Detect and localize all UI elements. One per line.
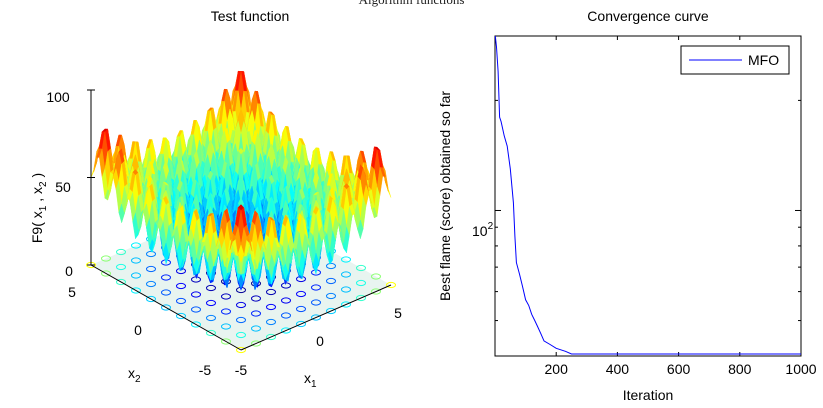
contour-ring [386,281,396,289]
contour-ring [251,340,261,347]
contour-ring [266,288,276,296]
x-tick-label: 600 [667,361,691,377]
contour-ring [236,331,246,339]
contour-ring [326,277,336,285]
contour-ring [341,301,351,308]
figure-title: Algorithm functions [0,0,823,8]
contour-ring [191,291,201,298]
legend-label-mfo: MFO [748,52,779,68]
contour-ring [311,314,321,321]
contour-ring [341,271,351,278]
contour-ring [161,274,171,281]
contour-ring [116,248,126,256]
contour-ring [131,257,141,264]
contour-ring [371,273,381,280]
contour-ring [236,346,246,354]
contour-ring [131,242,141,249]
contour-ring [341,286,351,293]
contour-ring [221,308,231,315]
contour-ring [146,250,156,258]
contour-ring [266,303,276,311]
contour-ring [131,272,141,279]
contour-ring [101,270,111,277]
contour-ring [221,293,231,300]
contour-ring [326,262,336,270]
contour-ring [131,287,141,294]
contour-ring [296,320,306,328]
contour-ring [266,333,276,341]
contour-ring [191,321,201,328]
contour-ring [236,316,246,324]
contour-ring [206,284,216,292]
contour-ring [116,263,126,271]
contour-ring [281,327,291,334]
contour-ring [146,295,156,303]
contour-ring [281,297,291,304]
contour-ring [356,264,366,272]
contour-ring [356,279,366,287]
contour-ring [221,323,231,330]
contour-ring [311,299,321,306]
contour-ring [176,312,186,320]
legend: MFO [680,45,790,75]
x-tick-label: 1000 [785,361,816,377]
contour-ring [176,297,186,305]
x-tick-label: 800 [728,361,752,377]
contour-ring [296,290,306,298]
contour-ring [371,288,381,295]
contour-ring [146,265,156,273]
contour-ring [101,255,111,262]
plot-frame [494,35,802,357]
contour-ring [251,310,261,317]
convergence-x-label: Iteration [623,387,674,403]
y-tick-10-squared: 102 [472,221,494,239]
convergence-plot-title: Convergence curve [587,8,709,24]
convergence-y-label: Best flame (score) obtained so far [437,91,453,301]
contour-ring [281,312,291,319]
contour-ring [221,338,231,345]
x-tick-label: 400 [606,361,630,377]
contour-ring [356,294,366,302]
contour-ring [296,305,306,313]
contour-ring [251,295,261,302]
contour-ring [326,307,336,315]
contour-ring [176,282,186,290]
contour-ring [161,304,171,311]
x-tick-label: 200 [545,361,569,377]
contour-ring [251,325,261,332]
contour-ring [341,256,351,263]
surface-mesh [90,70,392,291]
contour-ring [266,318,276,326]
contour-ring [146,280,156,288]
contour-ring [311,284,321,291]
contour-ring [161,289,171,296]
contour-ring [116,278,126,286]
contour-ring [206,329,216,337]
contour-ring [326,292,336,300]
contour-ring [191,306,201,313]
contour-ring [206,299,216,307]
contour-ring [236,301,246,309]
surface-plot: 100 50 0 5 0 -5 -5 0 5 x2 x1 F9( x1 , x2… [29,70,402,390]
contour-ring [206,314,216,322]
surface-plot-title: Test function [210,8,290,24]
